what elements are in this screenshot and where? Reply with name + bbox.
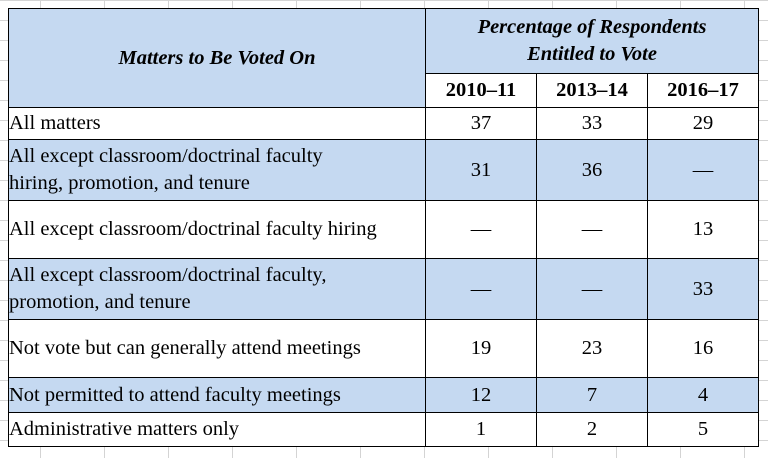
row-label: All except classroom/doctrinal faculty h… — [8, 200, 426, 259]
cell-2013-14: 23 — [536, 319, 648, 378]
cell-2016-17: 4 — [646, 377, 760, 413]
row-label-line: Administrative matters only — [9, 418, 240, 440]
cell-2013-14: 2 — [536, 412, 648, 447]
cell-2010-11: — — [425, 200, 537, 259]
cell-2010-11: 31 — [425, 139, 537, 201]
row-label: All except classroom/doctrinal faculty hi… — [8, 139, 426, 201]
cell-2016-17: 13 — [646, 200, 760, 259]
row-label-line: promotion, and tenure — [9, 291, 191, 313]
table-row: All except classroom/doctrinal faculty h… — [8, 200, 760, 259]
cell-2013-14: 33 — [536, 107, 648, 140]
cell-2010-11: 12 — [425, 377, 537, 413]
row-label-line: Not permitted to attend faculty meetings — [9, 383, 341, 406]
cell-2016-17: 16 — [646, 319, 760, 378]
row-label-line: hiring, promotion, and tenure — [9, 172, 250, 194]
row-label: All except classroom/doctrinal faculty, p… — [8, 258, 426, 320]
voting-rights-table: Matters to Be Voted On Percentage of Res… — [8, 8, 760, 447]
group-header-line1: Percentage of Respondents — [477, 16, 707, 38]
cell-2010-11: 1 — [425, 412, 537, 447]
table-row: All except classroom/doctrinal faculty hi… — [8, 139, 760, 201]
cell-2010-11: 37 — [425, 107, 537, 140]
cell-2010-11: — — [425, 258, 537, 320]
cell-2010-11: 19 — [425, 319, 537, 378]
cell-2016-17: 29 — [646, 107, 760, 140]
row-label-line: All matters — [9, 112, 101, 134]
table-row: All except classroom/doctrinal faculty, p… — [8, 258, 760, 320]
cell-2013-14: 7 — [536, 377, 648, 413]
row-label-line: All except classroom/doctrinal faculty h… — [9, 218, 377, 240]
matters-header-text: Matters to Be Voted On — [118, 46, 316, 69]
cell-2013-14: — — [536, 200, 648, 259]
year-header: 2010–11 — [425, 73, 537, 108]
table-row: All matters 37 33 29 — [8, 107, 760, 140]
row-label: All matters — [8, 107, 426, 140]
year-header: 2013–14 — [536, 73, 648, 108]
cell-2013-14: 36 — [536, 139, 648, 201]
table-row: Not permitted to attend faculty meetings… — [8, 377, 760, 413]
row-label: Not permitted to attend faculty meetings — [8, 377, 426, 413]
cell-2016-17: — — [646, 139, 760, 201]
row-label-line: All except classroom/doctrinal faculty — [9, 145, 323, 167]
cell-2016-17: 33 — [646, 258, 760, 320]
matters-header: Matters to Be Voted On — [8, 8, 426, 108]
group-header-line2: Entitled to Vote — [527, 43, 657, 65]
cell-2016-17: 5 — [646, 412, 760, 447]
table-row: Administrative matters only 1 2 5 — [8, 412, 760, 447]
table-row: Not vote but can generally attend meetin… — [8, 319, 760, 378]
row-label: Not vote but can generally attend meetin… — [8, 319, 426, 378]
row-label: Administrative matters only — [8, 412, 426, 447]
cell-2013-14: — — [536, 258, 648, 320]
percentage-group-header: Percentage of Respondents Entitled to Vo… — [424, 8, 760, 74]
row-label-line: All except classroom/doctrinal faculty, — [9, 264, 327, 286]
year-header: 2016–17 — [646, 73, 760, 108]
row-label-line: Not vote but can generally attend meetin… — [9, 337, 361, 359]
